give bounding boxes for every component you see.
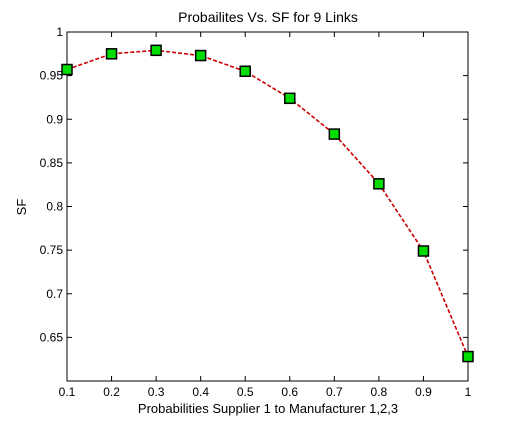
data-point xyxy=(61,63,73,76)
x-tick-label: 1 xyxy=(465,385,472,399)
y-axis-label: SF xyxy=(14,199,29,216)
x-tick-label: 0.3 xyxy=(148,385,165,399)
y-tick-label: 0.8 xyxy=(46,200,63,214)
data-point xyxy=(150,44,162,57)
data-point xyxy=(328,128,341,140)
x-tick-label: 0.1 xyxy=(59,385,76,399)
x-tick-label: 0.4 xyxy=(192,385,209,399)
x-tick-labels: 0.1 0.2 0.3 0.4 0.5 0.6 0.7 0.8 0.9 1 xyxy=(59,385,472,399)
series-line xyxy=(66,49,469,357)
axis-ticks xyxy=(66,31,469,381)
x-axis-label: Probabilities Supplier 1 to Manufacturer… xyxy=(138,401,398,416)
data-point xyxy=(105,48,118,60)
x-tick-label: 0.2 xyxy=(103,385,120,399)
x-tick-label: 0.8 xyxy=(371,385,388,399)
chart-title: Probailites Vs. SF for 9 Links xyxy=(178,9,358,25)
y-tick-label: 0.85 xyxy=(40,156,64,170)
x-tick-label: 0.7 xyxy=(326,385,343,399)
series-markers xyxy=(61,44,474,363)
y-tick-label: 0.75 xyxy=(40,243,64,257)
data-point xyxy=(417,245,430,257)
y-tick-label: 0.65 xyxy=(40,330,64,344)
data-point xyxy=(373,178,385,190)
series-lines xyxy=(66,49,469,357)
data-point xyxy=(462,350,474,363)
data-point xyxy=(284,92,296,105)
y-tick-label: 0.95 xyxy=(40,69,64,83)
plot-area xyxy=(66,31,469,382)
x-tick-label: 0.6 xyxy=(281,385,298,399)
x-tick-label: 0.5 xyxy=(237,385,254,399)
x-tick-label: 0.9 xyxy=(415,385,432,399)
y-tick-label: 0.7 xyxy=(46,287,63,301)
data-point xyxy=(239,65,251,78)
y-tick-label: 1 xyxy=(56,25,63,39)
data-point xyxy=(194,49,207,62)
y-tick-label: 0.9 xyxy=(46,112,63,126)
y-tick-labels: 0.65 0.7 0.75 0.8 0.85 0.9 0.95 1 xyxy=(40,25,64,344)
